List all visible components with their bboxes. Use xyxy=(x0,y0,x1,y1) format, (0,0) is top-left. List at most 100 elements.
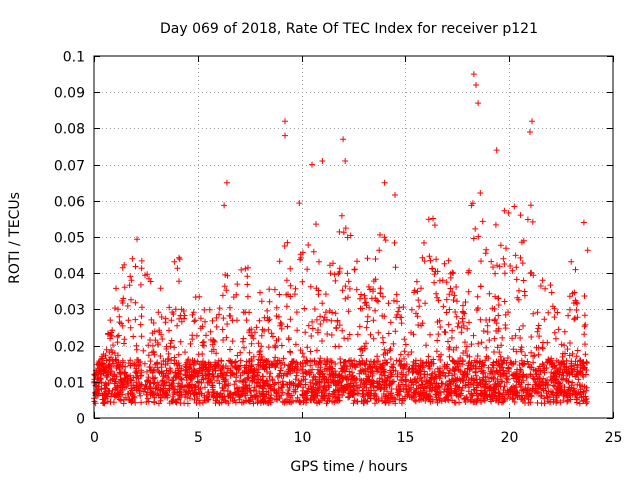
data-point xyxy=(158,369,165,376)
data-point xyxy=(257,376,264,383)
data-point xyxy=(546,399,553,406)
data-point xyxy=(497,242,504,249)
data-point xyxy=(285,335,292,341)
data-point xyxy=(171,344,178,351)
data-point xyxy=(553,399,560,406)
data-point xyxy=(292,341,299,348)
data-point xyxy=(404,389,410,396)
data-point xyxy=(149,349,156,356)
data-point xyxy=(520,322,526,329)
data-point xyxy=(435,331,442,338)
data-point xyxy=(513,264,520,271)
data-point xyxy=(310,248,317,255)
data-point xyxy=(507,394,513,401)
data-point xyxy=(523,392,530,399)
data-point xyxy=(446,306,453,313)
data-point xyxy=(105,390,111,397)
data-point xyxy=(382,237,389,244)
data-point xyxy=(389,364,396,371)
data-point xyxy=(406,394,413,400)
data-point xyxy=(367,286,373,293)
data-point xyxy=(155,368,162,375)
data-point xyxy=(477,316,484,323)
data-point xyxy=(219,292,226,299)
data-point xyxy=(271,386,278,393)
data-point xyxy=(491,306,498,312)
data-point xyxy=(369,370,376,377)
data-point xyxy=(130,333,137,340)
data-point xyxy=(219,384,226,391)
data-point xyxy=(442,394,449,401)
data-point xyxy=(287,282,294,289)
data-point xyxy=(470,332,477,339)
data-point xyxy=(502,325,509,332)
data-point xyxy=(408,349,415,355)
data-point xyxy=(287,370,294,377)
data-point xyxy=(319,338,325,344)
data-point xyxy=(130,374,137,381)
data-point xyxy=(582,351,589,358)
data-point xyxy=(437,357,444,363)
data-point xyxy=(210,337,216,344)
data-point xyxy=(106,349,113,355)
data-point xyxy=(196,379,203,386)
data-point xyxy=(530,272,537,279)
data-point xyxy=(388,390,395,396)
data-point xyxy=(504,355,511,361)
data-point xyxy=(544,339,551,346)
data-point xyxy=(266,298,273,305)
data-point xyxy=(426,377,433,384)
data-point xyxy=(387,380,394,387)
data-point xyxy=(558,359,565,366)
data-point xyxy=(459,357,466,364)
data-point xyxy=(551,305,558,312)
data-point xyxy=(294,327,301,334)
data-point xyxy=(120,381,127,388)
data-point xyxy=(478,339,485,346)
data-point xyxy=(422,391,429,398)
data-point xyxy=(305,242,312,248)
data-point xyxy=(349,362,356,369)
data-point xyxy=(294,383,301,390)
data-point xyxy=(415,382,422,389)
data-point xyxy=(451,389,458,396)
data-point xyxy=(218,399,225,406)
data-point xyxy=(314,329,321,336)
data-point xyxy=(221,283,228,290)
data-point xyxy=(184,394,191,401)
data-point xyxy=(445,257,452,264)
data-point xyxy=(336,322,343,329)
data-point xyxy=(166,304,173,311)
data-point xyxy=(512,332,519,339)
data-point xyxy=(299,391,306,398)
data-point xyxy=(178,306,185,313)
data-point xyxy=(510,372,517,379)
data-point xyxy=(563,377,570,384)
data-point xyxy=(100,351,107,358)
data-point xyxy=(382,357,388,364)
data-point xyxy=(220,337,227,343)
data-point xyxy=(117,384,124,391)
data-point xyxy=(317,355,324,362)
data-point xyxy=(394,298,400,305)
data-point xyxy=(388,363,395,370)
data-point xyxy=(445,321,452,328)
data-point xyxy=(480,396,487,402)
data-point xyxy=(314,387,321,394)
data-point xyxy=(362,361,369,368)
data-point xyxy=(273,304,280,311)
data-point xyxy=(444,361,451,368)
data-point xyxy=(291,366,298,372)
data-point xyxy=(347,232,354,239)
data-point xyxy=(519,361,526,368)
data-point xyxy=(93,390,100,397)
data-point xyxy=(484,385,491,392)
y-axis-label: ROTI / TECUs xyxy=(7,192,23,284)
data-point xyxy=(415,322,422,328)
data-point xyxy=(534,328,541,335)
data-point xyxy=(336,371,342,378)
data-point xyxy=(356,323,363,330)
data-point xyxy=(436,397,443,404)
data-point xyxy=(128,398,135,405)
data-point xyxy=(361,300,368,306)
